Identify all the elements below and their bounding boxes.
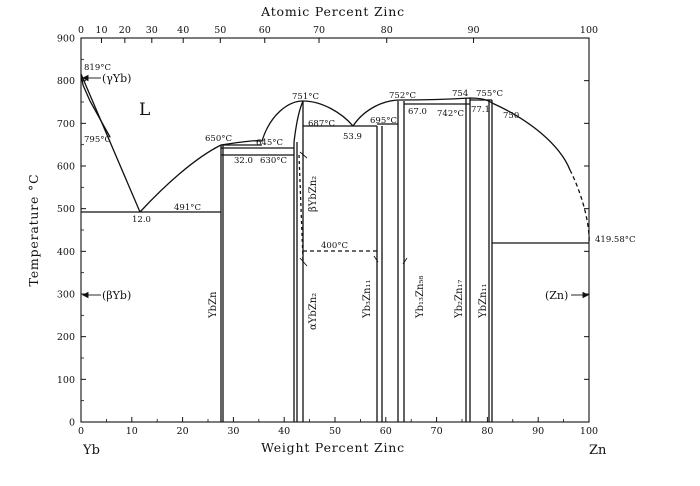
annotation-67: 67.0 <box>408 107 427 117</box>
phase-beta-ybzn2: βYbZn₂ <box>308 176 319 212</box>
annotation-754: 754 <box>452 89 468 99</box>
phase-liquid: L <box>139 100 150 120</box>
top-axis-title: Atomic Percent Zinc <box>260 4 405 19</box>
annotation-77-1: 77.1 <box>471 105 490 115</box>
phase-ybzn11: YbZn₁₁ <box>478 284 489 319</box>
bottom-tick-label: 50 <box>329 426 341 437</box>
top-tick-label: 70 <box>313 25 325 36</box>
phase-boundaries <box>80 73 590 422</box>
annotation-12: 12.0 <box>132 215 151 225</box>
phase-zn: (Zn) <box>545 289 568 302</box>
y-tick-label: 0 <box>69 418 75 429</box>
top-tick-label: 50 <box>214 25 226 36</box>
annotation-752: 752°C <box>389 91 416 101</box>
arrowhead-zn <box>582 291 590 299</box>
annotation-650: 650°C <box>205 134 232 144</box>
annotation-arrows <box>81 74 590 299</box>
annotation-687: 687°C <box>308 119 335 129</box>
bottom-tick-label: 60 <box>380 426 392 437</box>
bottom-tick-label: 10 <box>126 426 138 437</box>
temperature-annotations: 819°C 795°C 12.0 491°C 650°C 32.0 645°C … <box>84 63 636 251</box>
annotation-491: 491°C <box>174 203 201 213</box>
annotation-32: 32.0 <box>234 156 253 166</box>
bottom-tick-label: 70 <box>431 426 443 437</box>
y-axis-ticks: 0 100 200 300 400 500 600 700 800 900 <box>57 34 589 429</box>
arrow-yb13zn58 <box>402 257 408 265</box>
top-tick-label: 100 <box>580 25 598 36</box>
annotation-630: 630°C <box>260 156 287 166</box>
right-component-label: Zn <box>589 443 607 458</box>
arrowhead-gamma-yb <box>81 74 89 82</box>
y-tick-label: 100 <box>57 375 75 386</box>
top-tick-label: 10 <box>95 25 107 36</box>
bottom-tick-label: 20 <box>177 426 189 437</box>
plot-frame <box>80 37 590 423</box>
phase-gamma-yb: (γYb) <box>102 72 131 85</box>
annotation-419: 419.58°C <box>595 235 636 245</box>
annotation-400: 400°C <box>321 241 348 251</box>
phase-beta-yb: (βYb) <box>102 289 131 302</box>
phase-yb13zn58: Yb₁₃Zn₅₈ <box>415 276 426 319</box>
bottom-tick-label: 30 <box>227 426 239 437</box>
phase-yb3zn11: Yb₃Zn₁₁ <box>362 280 373 319</box>
liquidus-ybzn <box>139 144 222 213</box>
bottom-axis-ticks: 0 10 20 30 40 50 60 70 80 90 100 <box>78 417 598 437</box>
y-tick-label: 500 <box>57 204 75 215</box>
phase-yb2zn17: Yb₂Zn₁₇ <box>454 280 465 319</box>
arrowhead-beta-yb <box>81 291 89 299</box>
arrow-ybzn2-b <box>299 151 308 159</box>
top-tick-label: 90 <box>468 25 480 36</box>
top-tick-label: 80 <box>381 25 393 36</box>
y-tick-label: 600 <box>57 162 75 173</box>
phase-labels: L (γYb) (βYb) (Zn) YbZn βYbZn₂ αYbZn₂ Yb… <box>102 72 568 330</box>
bottom-tick-label: 100 <box>580 426 598 437</box>
annotation-53-9: 53.9 <box>343 132 362 142</box>
annotation-695: 695°C <box>370 116 397 126</box>
y-tick-label: 700 <box>57 119 75 130</box>
top-tick-label: 30 <box>146 25 158 36</box>
top-tick-label: 40 <box>177 25 189 36</box>
y-axis-title: Temperature °C <box>26 174 41 287</box>
liquidus-yb-side <box>80 73 141 213</box>
bottom-axis-title: Weight Percent Zinc <box>261 440 405 455</box>
y-tick-label: 900 <box>57 34 75 45</box>
top-tick-label: 60 <box>259 25 271 36</box>
gamma-yb-solidus <box>80 73 111 138</box>
liquidus-ybzn2-left <box>220 140 263 146</box>
arrow-ybzn2-a <box>299 257 308 267</box>
bottom-tick-label: 90 <box>532 426 544 437</box>
top-axis-ticks: 0 10 20 30 40 50 60 70 80 90 100 <box>78 25 598 43</box>
left-component-label: Yb <box>82 443 100 458</box>
bottom-tick-label: 40 <box>278 426 290 437</box>
y-tick-label: 400 <box>57 247 75 258</box>
liquidus-zn-dashed <box>569 169 590 244</box>
top-tick-label: 0 <box>78 25 84 36</box>
annotation-645: 645°C <box>256 138 283 148</box>
annotation-755: 755°C <box>476 89 503 99</box>
top-tick-label: 20 <box>119 25 131 36</box>
liquidus-ybzn2-right <box>293 100 304 143</box>
phase-ybzn: YbZn <box>208 291 219 319</box>
annotation-750: 750 <box>503 111 519 121</box>
y-tick-label: 200 <box>57 332 75 343</box>
annotation-795: 795°C <box>84 135 111 145</box>
liquidus-zn-side <box>491 102 571 171</box>
annotation-751: 751°C <box>292 92 319 102</box>
phase-alpha-ybzn2: αYbZn₂ <box>308 293 319 330</box>
annotation-819: 819°C <box>84 63 111 73</box>
arrow-yb3zn11 <box>373 255 379 263</box>
annotation-742: 742°C <box>437 109 464 119</box>
y-tick-label: 300 <box>57 290 75 301</box>
bottom-tick-label: 0 <box>78 426 84 437</box>
liquidus-yb3zn11-dome <box>352 97 493 127</box>
y-tick-label: 800 <box>57 76 75 87</box>
bottom-tick-label: 80 <box>481 426 493 437</box>
